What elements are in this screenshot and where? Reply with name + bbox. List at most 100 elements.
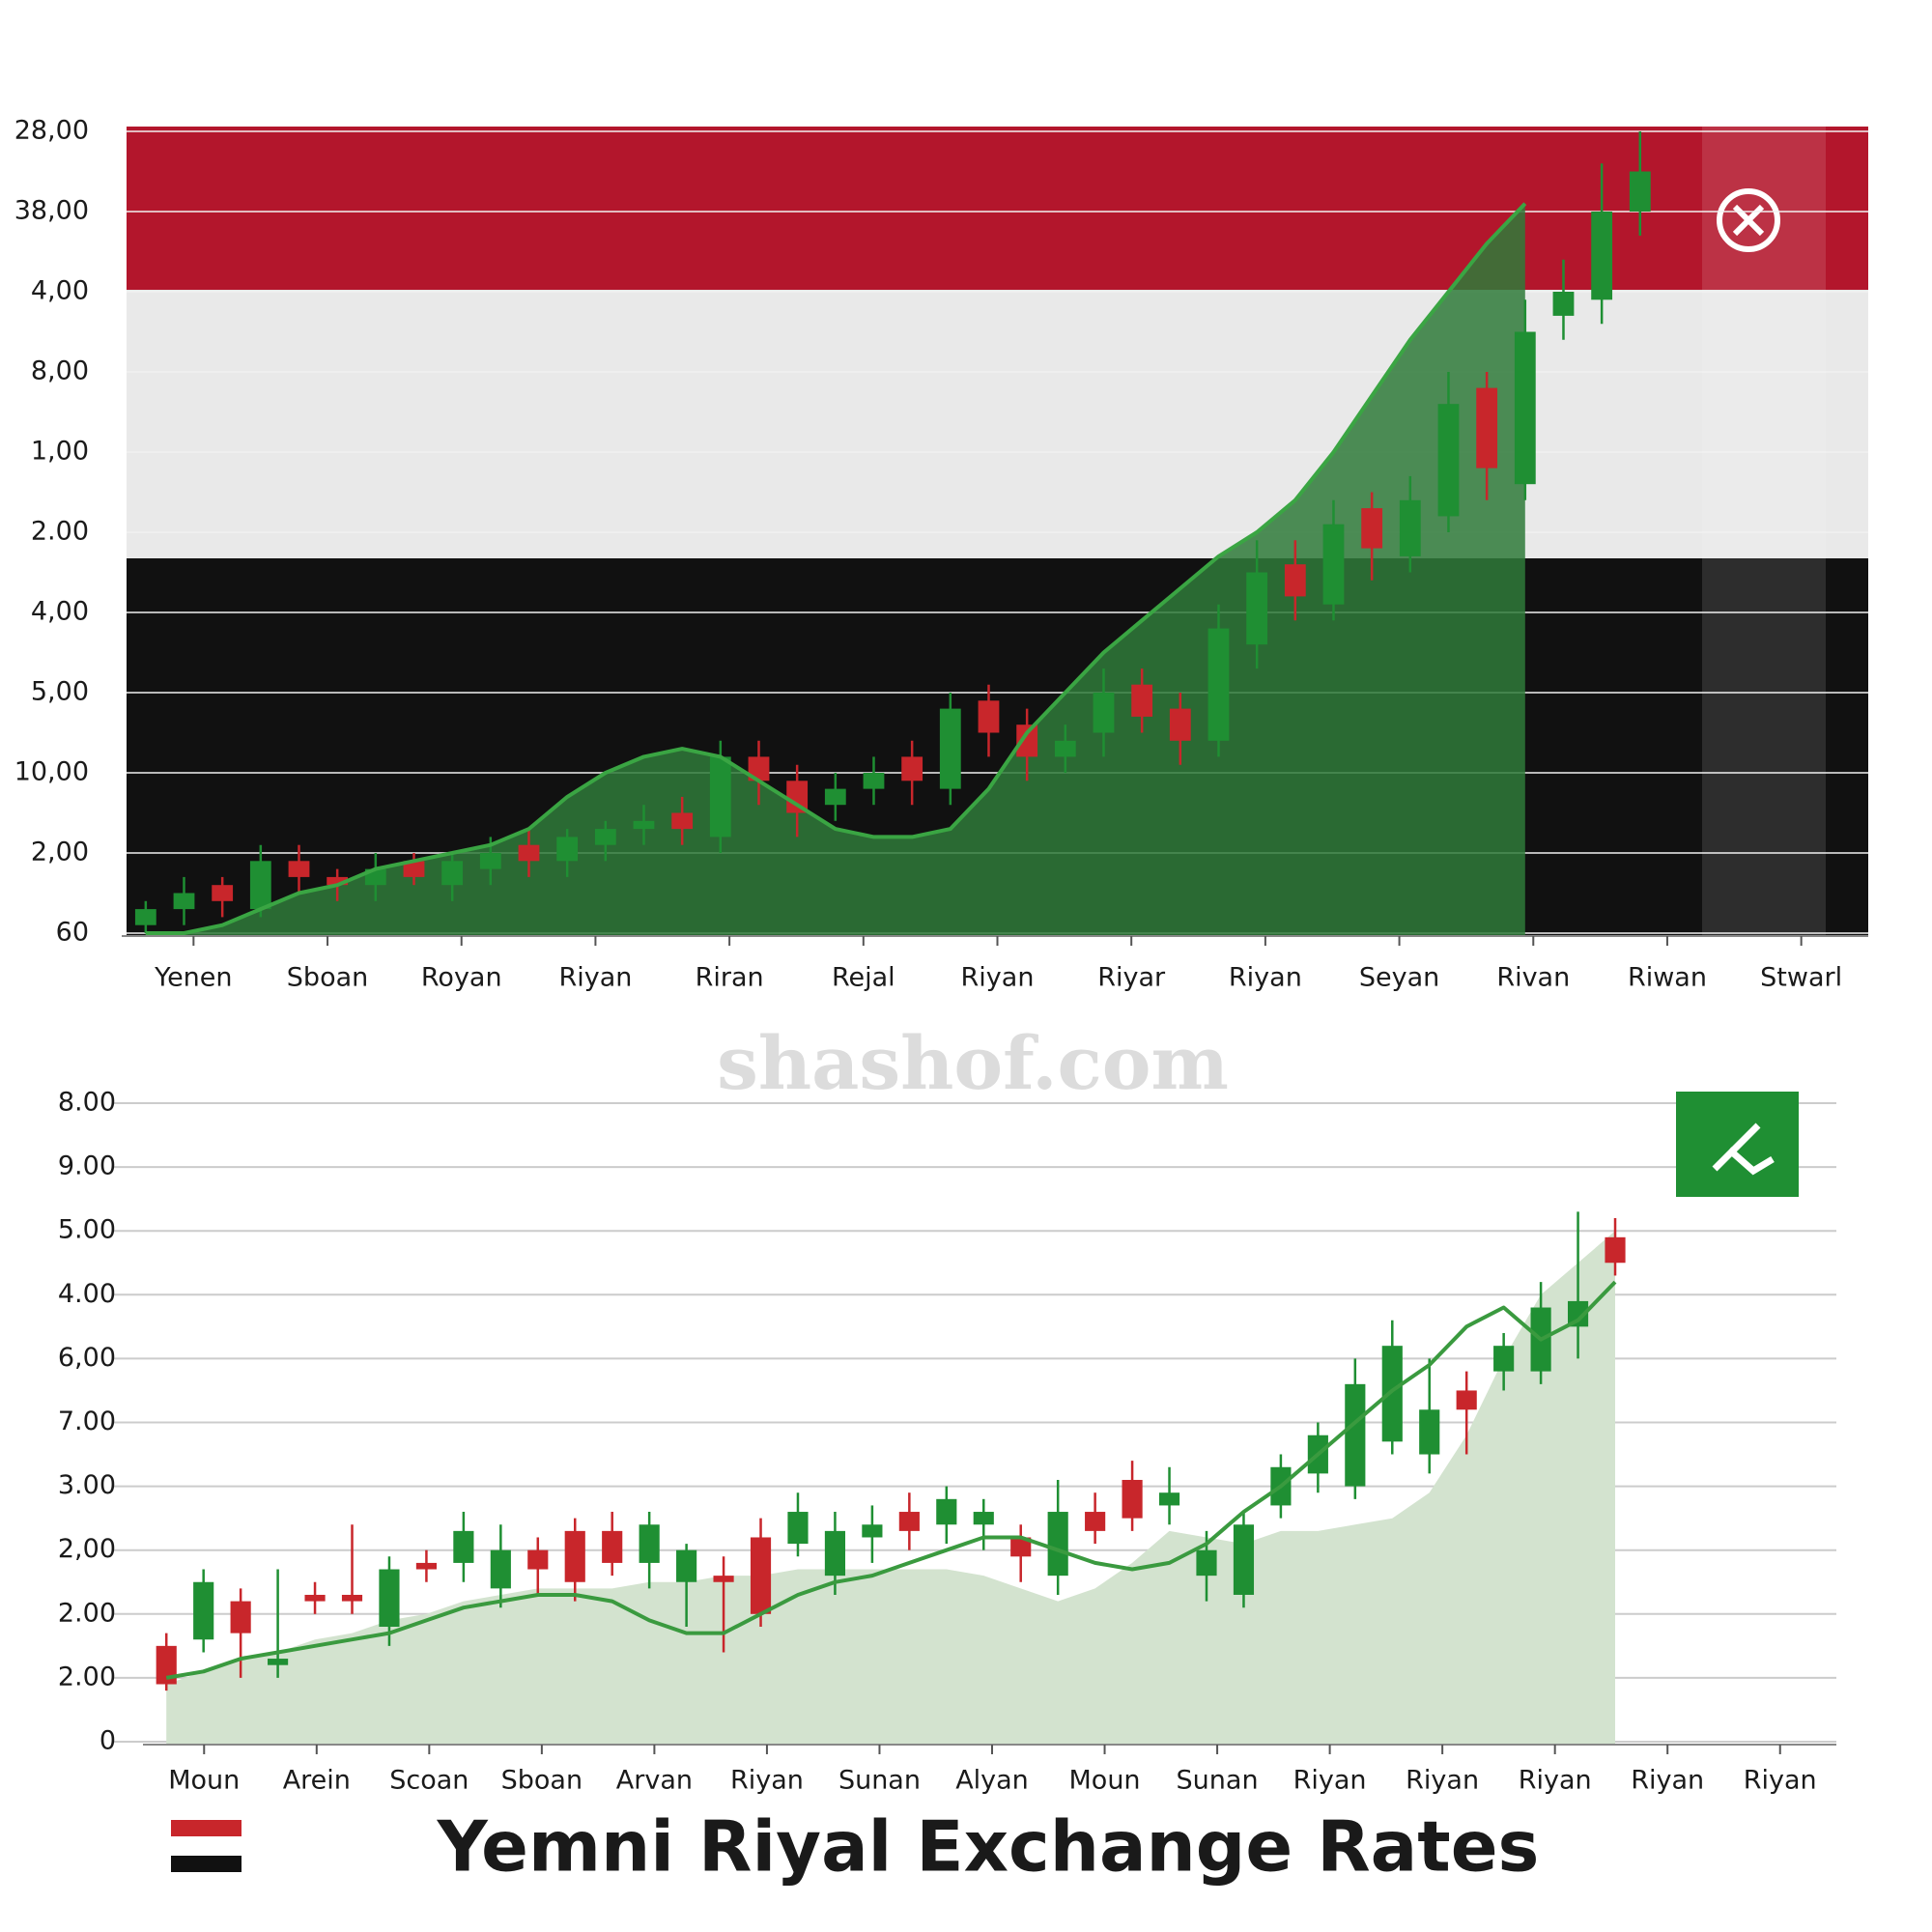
watermark: shashof.com bbox=[717, 1020, 1229, 1106]
candle-body bbox=[1246, 572, 1268, 645]
trend-line bbox=[145, 202, 1527, 935]
candle-body bbox=[1361, 508, 1383, 549]
x-tick-label: Sboan bbox=[501, 1766, 582, 1796]
candle-body bbox=[786, 781, 809, 813]
candle-body bbox=[1552, 292, 1575, 316]
candle-body bbox=[602, 1530, 623, 1563]
candle-body bbox=[441, 861, 464, 886]
x-tick-label: Riyar bbox=[1097, 963, 1166, 993]
x-tick-label: Moun bbox=[1069, 1766, 1141, 1796]
candle-body bbox=[230, 1601, 251, 1634]
x-tick-label: Stwarl bbox=[1760, 963, 1842, 993]
candle-body bbox=[1233, 1524, 1255, 1595]
y-tick-label: 7.00 bbox=[58, 1406, 116, 1436]
candle-body bbox=[249, 861, 271, 910]
candle-body bbox=[633, 820, 655, 830]
candle-body bbox=[212, 885, 234, 901]
candle-body bbox=[479, 853, 501, 869]
candle-body bbox=[1493, 1346, 1515, 1372]
candle-body bbox=[863, 773, 885, 789]
candle-body bbox=[787, 1512, 809, 1545]
y-tick-label: 3.00 bbox=[58, 1470, 116, 1500]
candle-body bbox=[824, 788, 846, 806]
x-tick-label: Riyan bbox=[1406, 1766, 1479, 1796]
y-tick-label: 2.00 bbox=[58, 1662, 116, 1691]
candle-body bbox=[1456, 1390, 1477, 1410]
candle-body bbox=[973, 1512, 994, 1525]
candle-body bbox=[1196, 1549, 1217, 1577]
candle-body bbox=[939, 708, 961, 789]
y-tick-label: 4.00 bbox=[58, 1279, 116, 1309]
candle-body bbox=[193, 1581, 214, 1640]
bottom-chart: 0 2.00 2.00 2,00 3.00 7.00 6,00 4.00 5.00 9.00 8.0… bbox=[58, 1088, 1836, 1796]
candle-body bbox=[1591, 212, 1613, 300]
area bbox=[166, 1231, 1616, 1745]
candle-body bbox=[490, 1549, 511, 1589]
candle-body bbox=[379, 1569, 400, 1628]
y-tick-label: 60 bbox=[56, 918, 89, 948]
x-tick-label: Yenen bbox=[154, 963, 232, 993]
candle-body bbox=[862, 1524, 883, 1538]
y-tick-label: 2.00 bbox=[58, 1598, 116, 1628]
x-tick-label: Arein bbox=[283, 1766, 351, 1796]
y-tick-label: 4,00 bbox=[31, 597, 89, 627]
x-tick-label: Riyan bbox=[1229, 963, 1302, 993]
candle-body bbox=[1437, 404, 1460, 517]
candle-body bbox=[1016, 724, 1038, 757]
x-tick-label: Moun bbox=[168, 1766, 240, 1796]
candle-body bbox=[1381, 1346, 1403, 1442]
candle-body bbox=[173, 893, 195, 910]
candle-body bbox=[1085, 1512, 1106, 1531]
candle-body bbox=[750, 1537, 772, 1614]
y-tick-label: 28,00 bbox=[14, 116, 89, 146]
flag-icon bbox=[171, 1820, 242, 1872]
candle-body bbox=[709, 756, 731, 838]
y-tick-label: 8,00 bbox=[31, 356, 89, 386]
x-tick-label: Sboan bbox=[287, 963, 368, 993]
candle-body bbox=[556, 837, 579, 862]
candle-body bbox=[1158, 1492, 1180, 1506]
y-tick-label: 1,00 bbox=[31, 437, 89, 467]
x-tick-label: Riwan bbox=[1628, 963, 1707, 993]
logo-icon bbox=[1717, 188, 1780, 252]
candle-body bbox=[1208, 628, 1230, 741]
x-tick-label: Arvan bbox=[616, 1766, 693, 1796]
flag-red-band bbox=[127, 127, 1868, 293]
candle-body bbox=[1010, 1537, 1032, 1557]
candle-body bbox=[898, 1512, 920, 1531]
bottom-logo bbox=[1676, 1092, 1799, 1197]
y-tick-label: 8.00 bbox=[58, 1088, 116, 1118]
y-tick-label: 38,00 bbox=[14, 196, 89, 226]
x-tick-label: Riyan bbox=[1744, 1766, 1817, 1796]
x-tick-label: Royan bbox=[421, 963, 502, 993]
x-tick-label: Riyan bbox=[1293, 1766, 1367, 1796]
flag-icon-white bbox=[171, 1838, 242, 1854]
x-tick-label: Seyan bbox=[1359, 963, 1439, 993]
candle-body bbox=[1476, 387, 1498, 469]
candle-body bbox=[415, 1562, 437, 1570]
x-tick-label: Sunan bbox=[1177, 1766, 1259, 1796]
y-tick-label: 6,00 bbox=[58, 1343, 116, 1373]
candle-body bbox=[1399, 499, 1421, 556]
candle-body bbox=[1345, 1383, 1366, 1487]
page-title: Yemni Riyal Exchange Rates bbox=[437, 1806, 1540, 1888]
candle-body bbox=[676, 1549, 697, 1582]
candle-body bbox=[453, 1530, 474, 1563]
candle-body bbox=[1131, 684, 1153, 717]
x-tick-label: Riran bbox=[696, 963, 764, 993]
candle-body bbox=[327, 876, 349, 886]
candle-body bbox=[1169, 708, 1191, 741]
x-tick-label: Riyan bbox=[1519, 1766, 1592, 1796]
candle-body bbox=[824, 1530, 846, 1577]
candle-body bbox=[978, 700, 1000, 733]
y-tick-label: 2,00 bbox=[31, 838, 89, 867]
x-tick-label: Rivan bbox=[1496, 963, 1570, 993]
candle-body bbox=[671, 812, 694, 830]
y-tick-label: 9.00 bbox=[58, 1151, 116, 1181]
x-tick-label: Rejal bbox=[832, 963, 895, 993]
candle-body bbox=[1322, 524, 1345, 605]
candle-body bbox=[527, 1549, 549, 1570]
y-tick-label: 2,00 bbox=[58, 1534, 116, 1564]
x-tick-label: Sunan bbox=[838, 1766, 921, 1796]
